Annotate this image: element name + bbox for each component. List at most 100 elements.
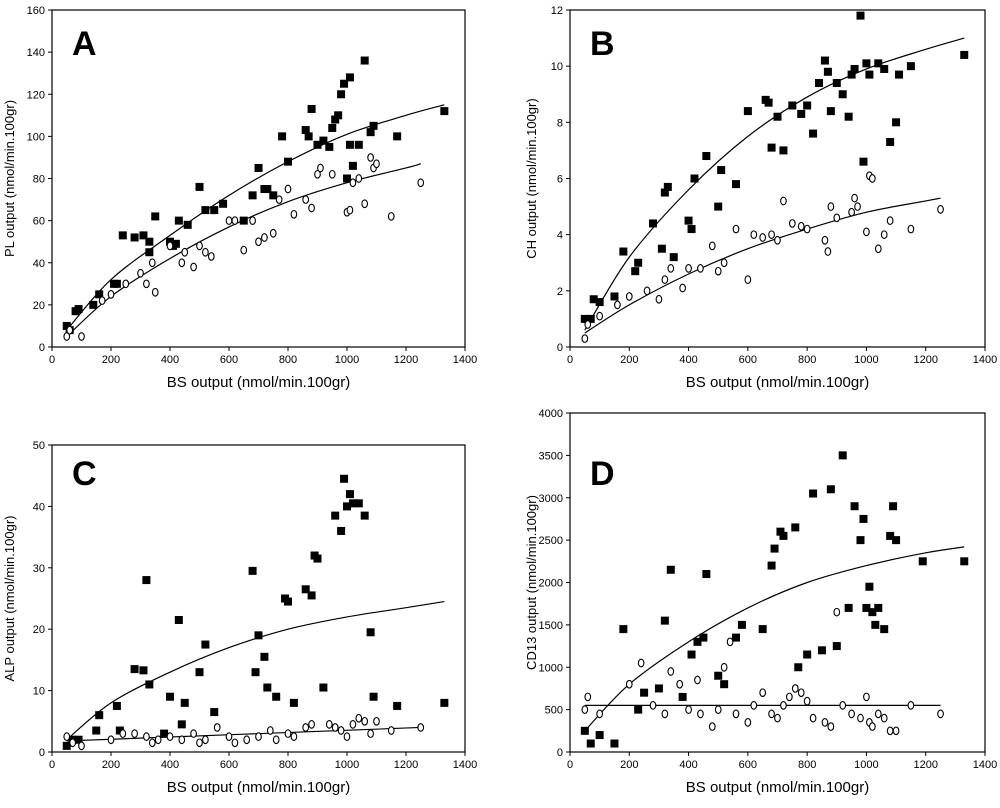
data-point-open-circle [69, 738, 76, 748]
data-point-open-circle [869, 174, 876, 183]
data-point-filled-square [699, 633, 708, 642]
data-point-open-circle [178, 258, 186, 268]
data-point-filled-square [803, 101, 812, 110]
panel-d: 0 200 400 600 800 1000 1200 1400 0 500 1000 1500 200… [524, 408, 997, 796]
data-point-filled-square [145, 248, 154, 257]
data-point-filled-square [151, 212, 160, 221]
data-point-filled-square [74, 735, 83, 744]
data-point-filled-square [348, 161, 357, 170]
x-tick-label: 200 [102, 354, 120, 366]
data-point-filled-square [180, 698, 189, 707]
y-axis-label: CH output (nmol/min.100gr) [524, 98, 539, 258]
y-tick-label: 0 [39, 747, 45, 759]
data-point-filled-square [340, 474, 349, 483]
data-point-open-circle [720, 258, 728, 268]
data-point-filled-square [880, 64, 889, 73]
x-tick-label: 400 [679, 354, 697, 366]
data-point-filled-square [366, 128, 375, 137]
data-point-filled-square [354, 140, 363, 149]
panel-letter: B [590, 25, 615, 63]
data-point-open-circle [874, 709, 882, 719]
data-point-filled-square [301, 585, 310, 594]
data-point-filled-square [354, 499, 363, 508]
data-point-open-circle [107, 289, 115, 299]
panel-b: 0 200 400 600 800 1000 1200 1400 0 2 4 6 8 10 12 BS out… [524, 5, 997, 391]
data-point-filled-square [440, 107, 449, 116]
data-point-open-circle [774, 235, 781, 245]
data-point-open-circle [231, 738, 239, 748]
data-point-filled-square [580, 314, 589, 323]
data-point-open-circle [732, 709, 740, 719]
data-point-open-circle [839, 701, 847, 710]
data-point-filled-square [580, 726, 589, 735]
data-point-filled-square [865, 70, 874, 79]
data-point-filled-square [360, 511, 369, 520]
data-point-filled-square [809, 129, 818, 138]
data-point-filled-square [960, 557, 969, 566]
data-point-open-circle [697, 264, 704, 273]
data-point-filled-square [832, 642, 841, 651]
data-point-open-circle [937, 709, 944, 719]
data-point-filled-square [874, 59, 883, 68]
data-point-filled-square [369, 121, 378, 130]
data-point-open-circle [337, 726, 345, 735]
data-point-filled-square [859, 514, 868, 523]
data-point-filled-square [174, 615, 183, 624]
data-point-filled-square [687, 650, 696, 659]
data-point-filled-square [263, 683, 272, 692]
x-tick-label: 1400 [453, 759, 477, 771]
y-tick-label: 120 [27, 89, 45, 101]
data-point-filled-square [345, 140, 354, 149]
data-point-open-circle [874, 244, 882, 254]
data-point-filled-square [284, 597, 292, 606]
data-point-filled-square [678, 692, 687, 701]
data-point-open-circle [63, 732, 71, 742]
data-point-filled-square [130, 233, 139, 242]
data-point-filled-square [892, 536, 901, 545]
fit-curve-open-series [584, 197, 941, 334]
data-point-filled-square [684, 216, 693, 225]
data-point-filled-square [210, 206, 219, 215]
x-tick-label: 1000 [335, 354, 359, 366]
data-point-filled-square [886, 137, 895, 146]
data-point-open-circle [803, 696, 811, 706]
data-point-filled-square [260, 652, 269, 661]
data-point-open-circle [325, 720, 333, 729]
data-point-filled-square [201, 206, 210, 215]
data-point-open-circle [857, 713, 864, 723]
panel-c: 0 200 400 600 800 1000 1200 1400 0 10 20 30 40 50 BS o… [2, 440, 477, 796]
x-tick-label: 200 [620, 354, 638, 366]
x-tick-label: 0 [49, 759, 55, 771]
data-point-open-circle [207, 252, 215, 261]
data-point-open-circle [255, 237, 262, 247]
data-point-open-circle [255, 732, 262, 742]
data-point-open-circle [854, 202, 861, 211]
data-point-filled-square [369, 692, 378, 701]
data-point-open-circle [821, 235, 829, 245]
data-point-open-circle [202, 735, 209, 745]
data-point-filled-square [74, 305, 83, 314]
x-tick-label: 1400 [453, 354, 477, 366]
data-point-open-circle [231, 216, 239, 225]
x-axis-label: BS output (nmol/min.100gr) [167, 779, 350, 796]
data-point-open-circle [355, 713, 363, 723]
data-point-open-circle [643, 286, 651, 296]
data-point-open-circle [151, 287, 159, 297]
data-point-open-circle [367, 153, 374, 162]
data-point-open-circle [797, 221, 805, 231]
x-tick-label: 1000 [854, 354, 878, 366]
data-point-filled-square [720, 680, 729, 689]
fit-curve-filled-series [584, 546, 965, 732]
data-point-filled-square [844, 603, 853, 612]
data-point-filled-square [832, 79, 841, 88]
y-tick-label: 60 [33, 216, 45, 228]
data-point-filled-square [348, 499, 357, 508]
y-tick-label: 500 [545, 705, 563, 717]
data-point-filled-square [874, 603, 883, 612]
data-point-filled-square [666, 565, 675, 574]
data-point-filled-square [862, 603, 871, 612]
panel-letter: C [72, 455, 97, 493]
data-point-open-circle [63, 332, 71, 341]
data-point-filled-square [809, 489, 818, 498]
data-point-filled-square [272, 692, 281, 701]
